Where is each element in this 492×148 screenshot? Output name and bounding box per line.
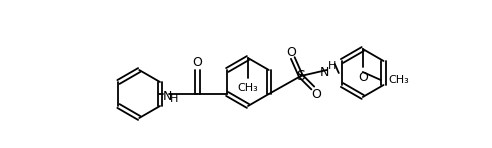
Text: H: H [170,94,179,104]
Text: H: H [328,61,336,71]
Text: CH₃: CH₃ [238,83,258,93]
Text: O: O [192,56,202,69]
Text: O: O [286,45,296,58]
Text: O: O [358,70,368,83]
Text: N: N [162,90,172,103]
Text: CH₃: CH₃ [389,75,409,85]
Text: S: S [296,69,305,83]
Text: N: N [320,66,330,78]
Text: O: O [311,87,321,100]
